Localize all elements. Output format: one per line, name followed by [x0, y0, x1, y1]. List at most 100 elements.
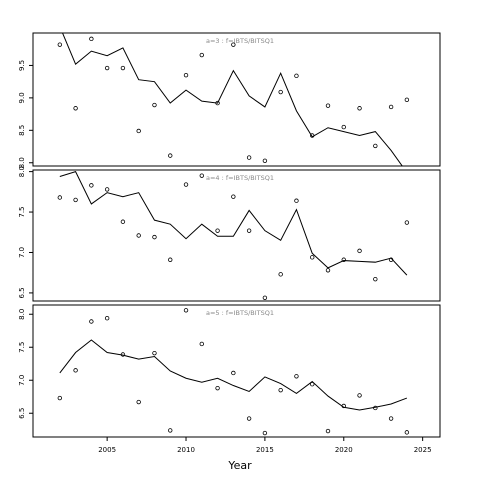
data-point	[73, 106, 78, 111]
data-point	[168, 428, 173, 433]
data-point	[104, 316, 110, 321]
y-tick-label: 8.5	[18, 125, 26, 136]
data-point	[136, 233, 141, 238]
data-point	[325, 268, 331, 273]
y-tick-label: 6.5	[18, 287, 26, 298]
plot-area	[57, 308, 410, 436]
series-line	[61, 33, 403, 166]
y-tick-label: 7.5	[18, 342, 26, 353]
data-point	[262, 158, 268, 164]
series-line	[59, 171, 408, 276]
y-tick-label: 8.0	[18, 157, 26, 168]
x-tick-label: 2015	[256, 446, 274, 454]
data-point	[73, 368, 78, 373]
data-point	[120, 352, 126, 357]
data-point	[183, 72, 189, 78]
data-point	[373, 276, 378, 282]
data-point	[57, 42, 63, 47]
data-point	[310, 133, 315, 138]
data-point	[246, 416, 252, 421]
data-point	[404, 430, 410, 435]
data-point	[152, 234, 157, 240]
data-point	[341, 403, 346, 409]
y-tick-label: 7.5	[18, 206, 26, 217]
x-tick-label: 2025	[414, 446, 432, 454]
data-point	[388, 104, 394, 110]
data-point	[89, 183, 94, 188]
data-point	[325, 428, 331, 434]
panel-frame	[32, 32, 441, 167]
data-point	[310, 382, 315, 387]
data-point	[57, 195, 63, 200]
y-tick-label: 9.0	[18, 92, 26, 103]
data-point	[152, 102, 157, 108]
x-tick-label: 2010	[177, 446, 195, 454]
data-point	[183, 308, 189, 313]
data-point	[341, 124, 346, 130]
data-point	[168, 153, 173, 158]
data-point	[357, 248, 362, 254]
data-point	[215, 228, 220, 233]
y-tick-label: 6.5	[18, 408, 26, 419]
y-tick-label: 9.5	[18, 60, 26, 71]
panel-frame	[32, 304, 441, 438]
panel-title: a=3 : f=IBTS/BITSQ1	[206, 37, 274, 45]
data-point	[278, 89, 283, 95]
data-point	[246, 228, 252, 233]
data-point	[120, 65, 126, 71]
x-tick-label: 2005	[98, 446, 116, 454]
data-point	[73, 197, 78, 203]
data-point	[136, 128, 141, 134]
data-point	[120, 219, 126, 224]
panel-frame	[32, 169, 441, 302]
data-point	[262, 295, 268, 300]
data-point	[357, 106, 362, 111]
data-point	[183, 182, 189, 187]
plot-area	[57, 33, 410, 166]
data-point	[388, 416, 394, 421]
data-point	[262, 430, 268, 436]
data-point	[136, 399, 141, 405]
data-point	[215, 385, 220, 391]
data-point	[404, 220, 410, 225]
data-point	[152, 350, 157, 356]
panel-title: a=5 : f=IBTS/BITSQ1	[206, 309, 274, 317]
data-point	[357, 393, 362, 398]
data-point	[294, 198, 299, 203]
data-point	[215, 100, 220, 106]
data-point	[246, 155, 252, 160]
plot-area	[57, 171, 410, 300]
y-tick-label: 8.0	[18, 309, 26, 320]
data-point	[231, 194, 236, 199]
data-point	[388, 257, 394, 262]
data-point	[278, 272, 283, 277]
data-point	[89, 36, 94, 42]
data-point	[325, 103, 331, 108]
data-point	[404, 97, 410, 103]
y-tick-label: 7.0	[18, 247, 26, 258]
data-point	[373, 405, 378, 411]
data-point	[341, 257, 346, 262]
data-point	[57, 395, 63, 401]
x-axis-label: Year	[227, 459, 252, 472]
y-tick-label: 7.0	[18, 375, 26, 386]
data-point	[168, 257, 173, 262]
data-point	[199, 52, 204, 58]
data-point	[104, 187, 110, 192]
x-tick-label: 2020	[335, 446, 353, 454]
data-point	[294, 73, 299, 79]
panel-title: a=4 : f=IBTS/BITSQ1	[206, 174, 274, 182]
series-line	[59, 339, 408, 411]
data-point	[278, 387, 283, 393]
data-point	[199, 173, 204, 178]
data-point	[231, 370, 236, 376]
data-point	[89, 319, 94, 324]
data-point	[294, 374, 299, 379]
data-point	[373, 143, 378, 149]
data-point	[231, 42, 236, 47]
y-tick-label: 8.0	[18, 166, 26, 177]
data-point	[199, 341, 204, 347]
data-point	[104, 65, 110, 71]
data-point	[310, 255, 315, 260]
